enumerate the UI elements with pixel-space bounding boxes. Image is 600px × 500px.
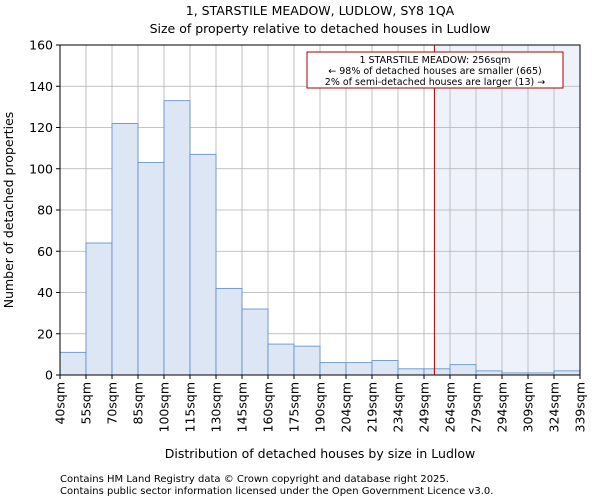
x-tick-label: 219sqm (365, 382, 380, 432)
x-tick-label: 40sqm (53, 382, 68, 425)
annotation-line-1: 1 STARSTILE MEADOW: 256sqm (359, 55, 510, 66)
bar (345, 362, 373, 376)
bar (59, 351, 87, 376)
x-tick-label: 309sqm (521, 382, 536, 432)
bar (241, 308, 269, 376)
y-tick-label: 40 (37, 285, 53, 300)
bar (137, 162, 165, 376)
bar (475, 370, 503, 376)
x-tick-label: 85sqm (131, 382, 146, 425)
x-tick-label: 324sqm (547, 382, 562, 432)
x-tick-label: 145sqm (235, 382, 250, 432)
bar (553, 370, 581, 376)
y-tick-label: 100 (29, 161, 53, 176)
footer-line-2: Contains public sector information licen… (60, 486, 493, 497)
bar (293, 345, 321, 376)
footer-line-1: Contains HM Land Registry data © Crown c… (60, 474, 449, 485)
bar (319, 362, 347, 376)
x-tick-label: 100sqm (157, 382, 172, 432)
chart-subtitle: Size of property relative to detached ho… (150, 21, 491, 36)
y-tick-label: 140 (29, 79, 53, 94)
bar (371, 360, 399, 376)
x-tick-label: 234sqm (391, 382, 406, 432)
y-tick-label: 160 (29, 38, 53, 53)
annotation-line-2: ← 98% of detached houses are smaller (66… (328, 66, 541, 77)
x-tick-label: 160sqm (261, 382, 276, 432)
y-tick-label: 60 (37, 244, 53, 259)
y-tick-label: 20 (37, 326, 53, 341)
x-tick-label: 130sqm (209, 382, 224, 432)
x-tick-label: 55sqm (79, 382, 94, 425)
y-tick-label: 120 (29, 120, 53, 135)
x-tick-label: 264sqm (443, 382, 458, 432)
bar (163, 100, 191, 376)
x-tick-label: 249sqm (417, 382, 432, 432)
bar (215, 287, 243, 376)
y-tick-label: 80 (37, 203, 53, 218)
x-tick-label: 294sqm (495, 382, 510, 432)
bar (397, 368, 425, 376)
x-tick-label: 279sqm (469, 382, 484, 432)
y-tick-label: 0 (45, 368, 53, 383)
x-tick-label: 339sqm (573, 382, 588, 432)
y-axis-label: Number of detached properties (1, 112, 16, 309)
annotation-box (306, 51, 564, 89)
bar (267, 343, 295, 376)
x-axis-label: Distribution of detached houses by size … (165, 446, 476, 461)
chart-title: 1, STARSTILE MEADOW, LUDLOW, SY8 1QA (186, 3, 455, 18)
bar (189, 153, 217, 376)
bar (85, 242, 113, 376)
x-tick-label: 204sqm (339, 382, 354, 432)
x-tick-label: 175sqm (287, 382, 302, 432)
plot-area: 0 20 40 60 80 100 120 140 160 40sqm 55sqm 70sqm 85sq… (29, 38, 587, 433)
x-tick-label: 70sqm (105, 382, 120, 425)
x-tick-label: 190sqm (313, 382, 328, 432)
bar (111, 122, 139, 376)
bar (423, 368, 451, 376)
annotation-line-3: 2% of semi-detached houses are larger (1… (325, 77, 545, 88)
x-tick-label: 115sqm (183, 382, 198, 432)
bar (449, 364, 477, 376)
